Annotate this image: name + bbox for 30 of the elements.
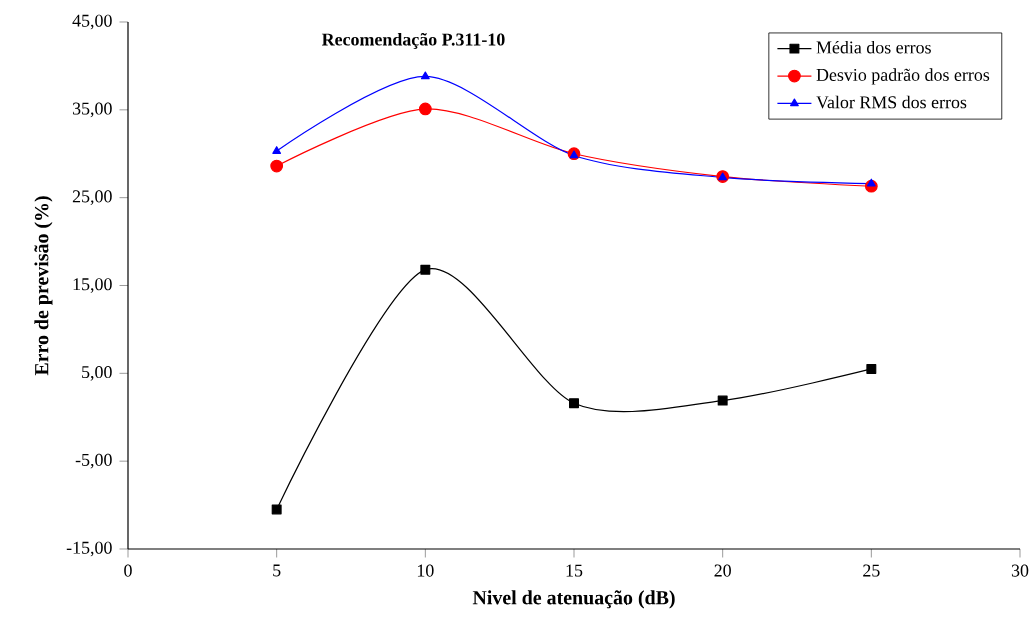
y-tick-label: 25,00: [72, 190, 112, 205]
x-axis-title: Nivel de atenuação (dB): [472, 590, 675, 609]
point: [420, 71, 430, 80]
point: [272, 146, 282, 154]
x-tick-label: 0: [124, 564, 132, 577]
point: [717, 395, 728, 406]
point: [569, 398, 579, 409]
point: [418, 102, 432, 116]
y-axis-title: Erro de previsão (%): [34, 196, 53, 376]
legend-label: Valor RMS dos erros: [816, 95, 967, 109]
point: [866, 178, 876, 187]
x-tick-label: 15: [566, 564, 583, 577]
point: [420, 264, 431, 275]
x-tick-label: 25: [863, 564, 880, 577]
y-tick-label: -15,00: [66, 541, 112, 557]
y-tick-label: 15,00: [73, 278, 112, 293]
y-tick-label: -5,00: [75, 453, 112, 469]
x-tick-label: 5: [273, 564, 281, 577]
legend-label: Desvio padrão dos erros: [816, 68, 990, 85]
point: [270, 159, 284, 173]
y-tick-label: 35,00: [72, 102, 112, 118]
point: [271, 504, 282, 515]
text: Recomendação P.311-10: [321, 32, 505, 50]
y-tick-label: 5,00: [82, 365, 112, 381]
y-tick-label: 45,00: [72, 14, 112, 30]
legend-label: Média dos erros: [816, 40, 931, 54]
point: [866, 363, 877, 374]
x-tick-label: 20: [714, 564, 731, 577]
x-tick-label: 30: [1011, 564, 1029, 577]
x-tick-label: 10: [417, 564, 434, 577]
